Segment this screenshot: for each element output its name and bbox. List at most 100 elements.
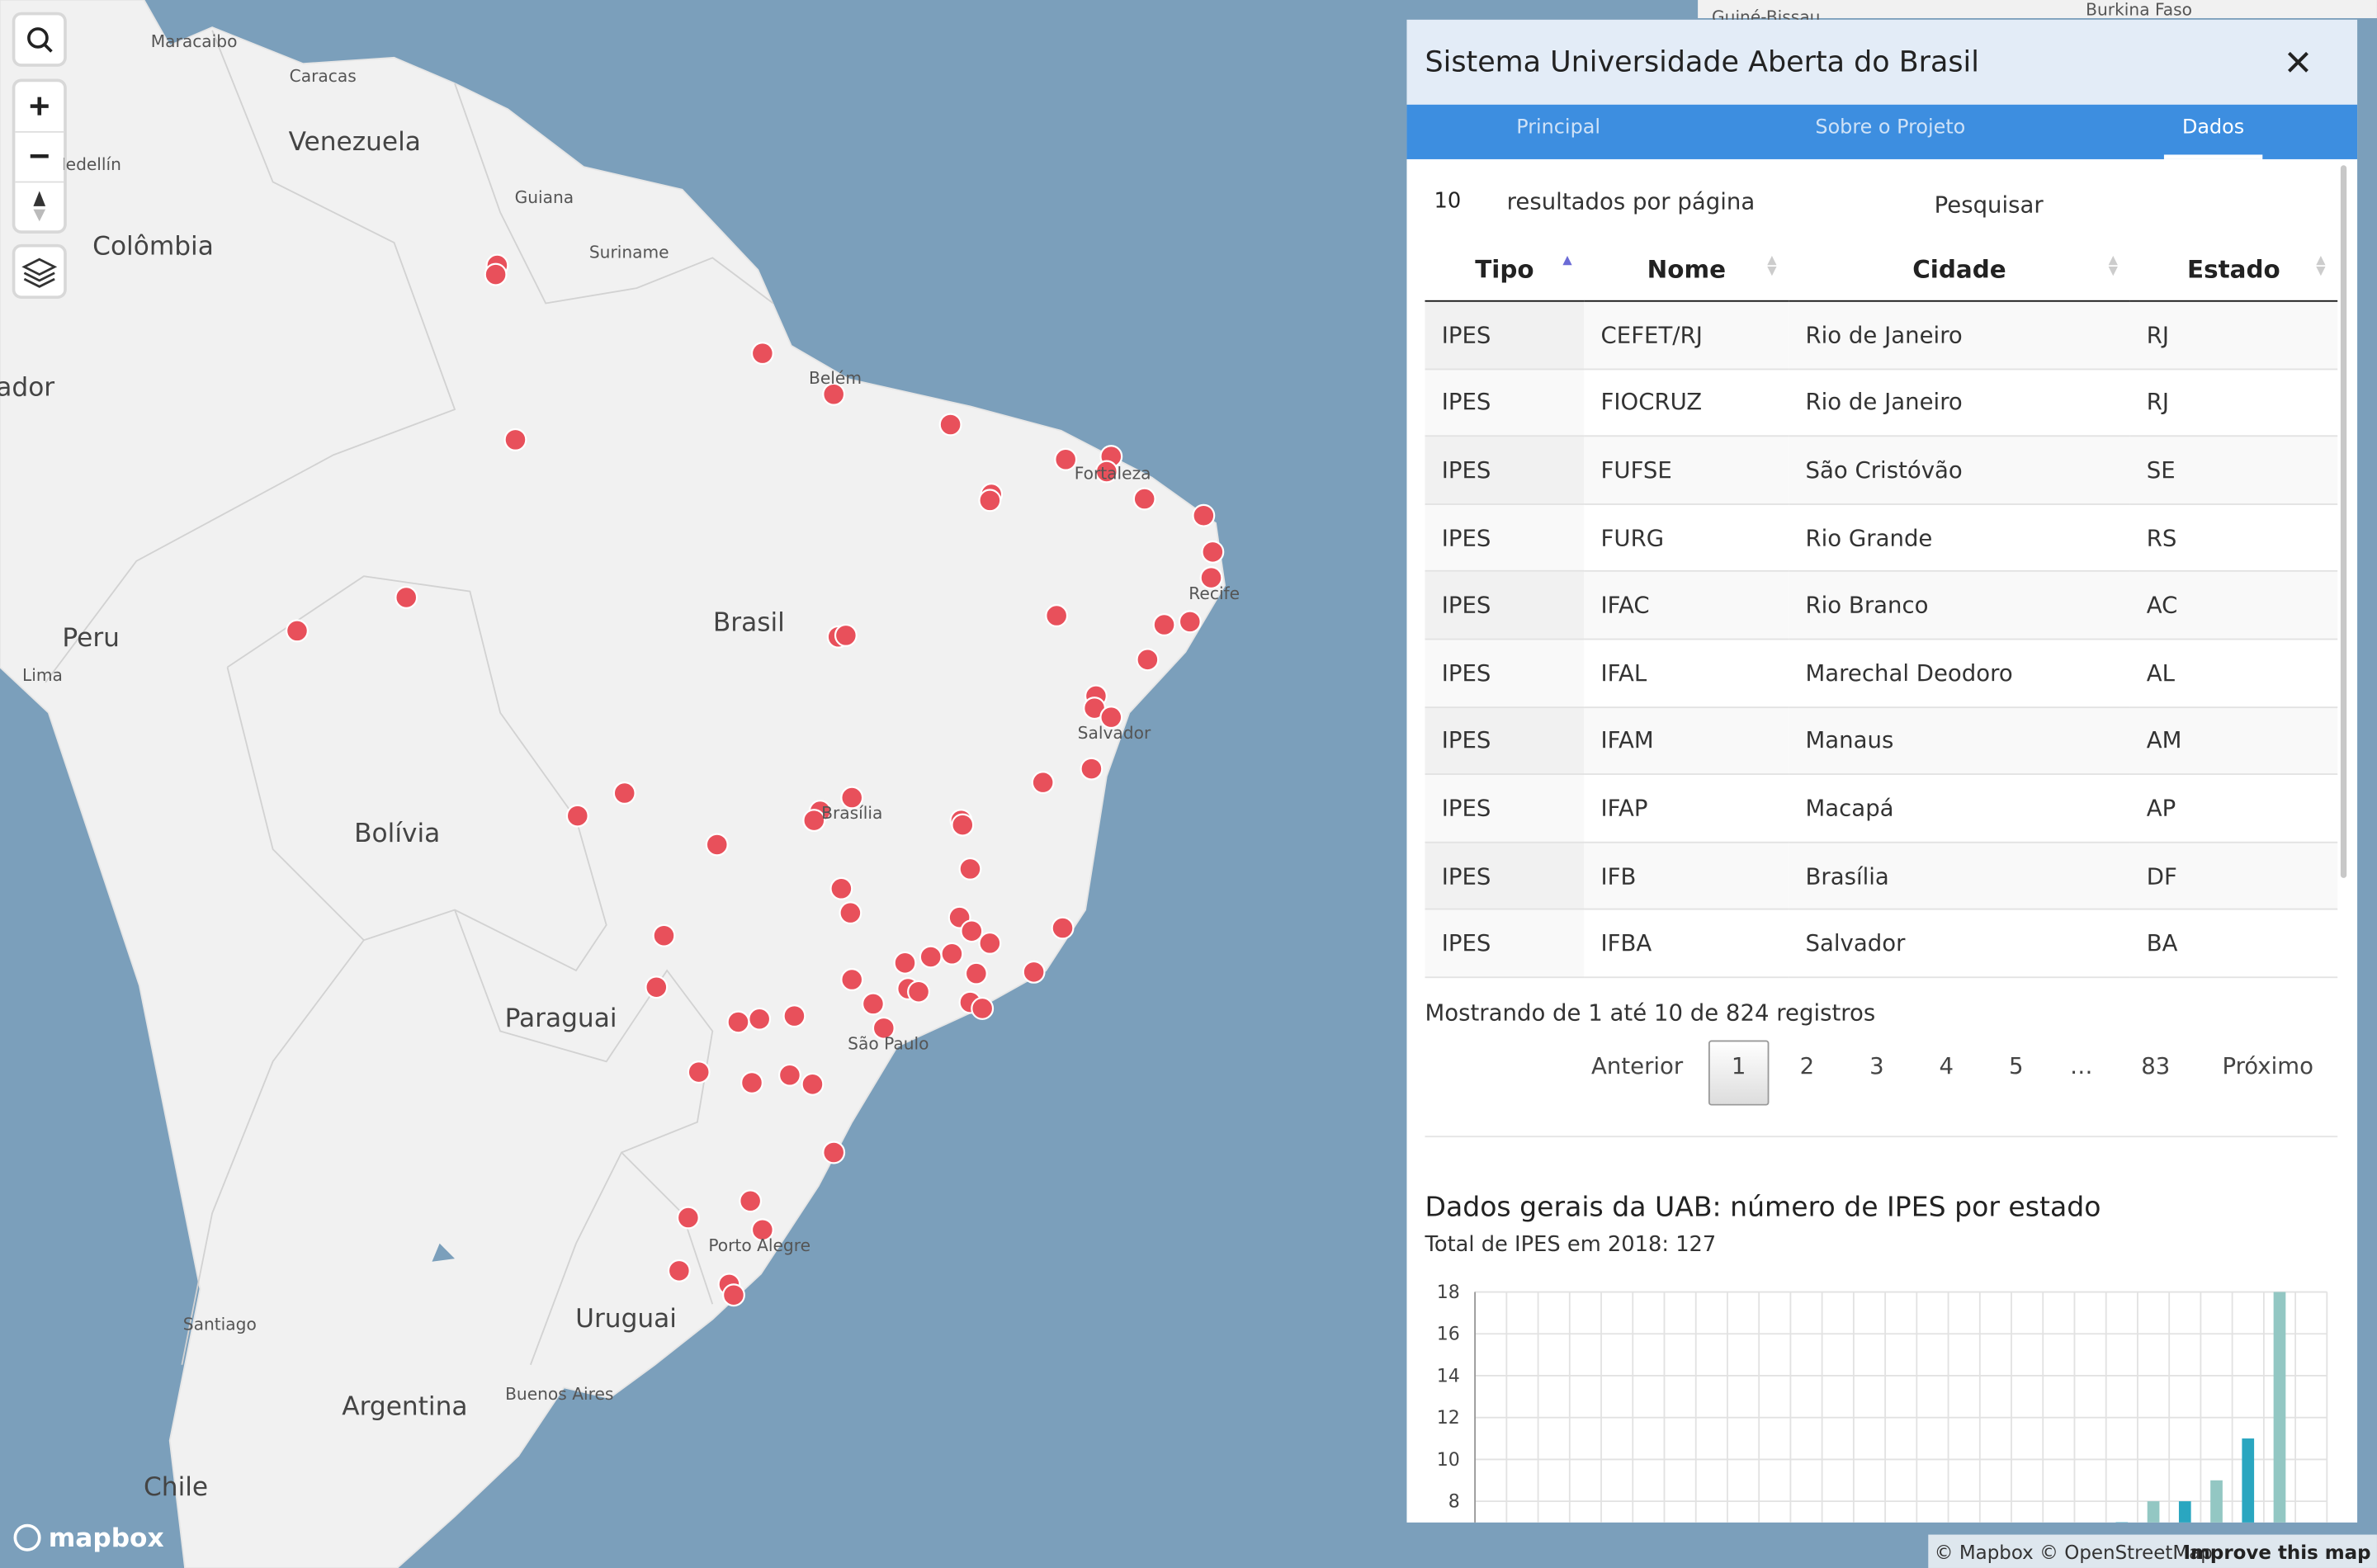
map-marker[interactable] [726, 1010, 750, 1034]
map-marker[interactable] [958, 857, 982, 881]
page-length-label: resultados por página [1506, 187, 1756, 215]
map-marker[interactable] [395, 586, 418, 609]
improve-link[interactable]: Improve this map [2183, 1542, 2370, 1564]
table-cell: IPES [1425, 774, 1585, 843]
map-marker[interactable] [978, 489, 1002, 512]
map-marker[interactable] [1094, 460, 1118, 484]
map-marker[interactable] [978, 931, 1002, 955]
map-marker[interactable] [645, 975, 669, 999]
map-marker[interactable] [1031, 771, 1055, 795]
tab[interactable]: Dados [2163, 105, 2263, 159]
side-panel: Sistema Universidade Aberta do Brasil Pr… [1406, 19, 2358, 1523]
map-label: Suriname [589, 242, 669, 262]
map-marker[interactable] [286, 619, 309, 643]
map-marker[interactable] [722, 1283, 745, 1307]
search-label[interactable]: Pesquisar [1934, 191, 2044, 219]
map-marker[interactable] [1136, 648, 1160, 672]
map-label: Recife [1188, 583, 1240, 603]
map-marker[interactable] [503, 427, 527, 451]
map-marker[interactable] [839, 901, 862, 925]
map-marker[interactable] [1178, 610, 1202, 634]
map-marker[interactable] [1054, 447, 1078, 471]
map-marker[interactable] [1080, 757, 1103, 781]
map-label: Burkina Faso [2086, 0, 2192, 19]
map-marker[interactable] [840, 968, 864, 991]
map-marker[interactable] [687, 1060, 711, 1084]
bar [2273, 1292, 2286, 1523]
page-link[interactable]: 83 [2141, 1052, 2171, 1080]
map-marker[interactable] [822, 1141, 846, 1164]
column-header[interactable]: Estado ▲ ▼ [2129, 236, 2338, 302]
map-marker[interactable] [484, 262, 508, 286]
map-marker[interactable] [777, 1063, 801, 1087]
map-marker[interactable] [750, 1218, 774, 1242]
map-marker[interactable] [1132, 487, 1156, 511]
map-marker[interactable] [705, 833, 729, 857]
table-row: IPES IFAM Manaus AM [1425, 706, 2338, 776]
page-length[interactable]: 10 [1434, 189, 1462, 215]
map-marker[interactable] [964, 961, 988, 985]
map-marker[interactable] [1199, 566, 1223, 590]
map-marker[interactable] [971, 996, 995, 1020]
separator [1425, 1136, 2338, 1138]
page-link[interactable]: Próximo [2222, 1052, 2313, 1080]
map-marker[interactable] [938, 413, 962, 437]
map-marker[interactable] [861, 992, 885, 1016]
map-marker[interactable] [872, 1016, 896, 1040]
page-link[interactable]: 2 [1799, 1052, 1815, 1080]
map-marker[interactable] [748, 1007, 772, 1031]
column-header[interactable]: Nome ▲ ▼ [1584, 236, 1789, 302]
page-link[interactable]: 5 [2009, 1052, 2024, 1080]
map-marker[interactable] [1201, 540, 1225, 564]
column-header[interactable]: Cidade ▲ ▼ [1789, 236, 2130, 302]
zoom-icons[interactable] [15, 82, 64, 230]
map-marker[interactable] [960, 919, 984, 943]
map-marker[interactable] [829, 876, 853, 900]
tab[interactable]: Principal [1516, 116, 1601, 140]
map-label: Brasil [713, 607, 785, 637]
map-marker[interactable] [1022, 960, 1046, 984]
map-marker[interactable] [951, 813, 975, 837]
map-marker[interactable] [822, 382, 846, 406]
map-marker[interactable] [1152, 613, 1176, 637]
map-label: Buenos Aires [505, 1384, 613, 1404]
column-header[interactable]: Tipo ▲ [1425, 236, 1585, 302]
map-marker[interactable] [1192, 503, 1216, 527]
close-button[interactable] [2286, 50, 2310, 74]
map-marker[interactable] [612, 782, 636, 805]
map-marker[interactable] [750, 342, 774, 366]
map-marker[interactable] [940, 942, 964, 966]
map-marker[interactable] [801, 1072, 825, 1096]
search-button[interactable] [15, 15, 64, 64]
page-link[interactable]: 3 [1869, 1052, 1884, 1080]
layers-button[interactable] [15, 247, 64, 296]
page-link[interactable]: 4 [1939, 1052, 1954, 1080]
page-link[interactable]: 1 [1731, 1052, 1746, 1080]
table-cell: Marechal Deodoro [1789, 639, 2130, 708]
table-cell: BA [2129, 909, 2338, 979]
page-link[interactable]: … [2070, 1052, 2093, 1080]
mapbox-logo[interactable]: mapbox [13, 1523, 164, 1553]
map-marker[interactable] [667, 1259, 691, 1282]
table-cell: RJ [2129, 300, 2338, 370]
table-cell: FURG [1584, 503, 1789, 573]
map-marker[interactable] [652, 923, 676, 947]
map-marker[interactable] [565, 804, 589, 828]
map-marker[interactable] [1051, 916, 1075, 940]
map-marker[interactable] [782, 1004, 806, 1028]
map-marker[interactable] [1099, 706, 1123, 730]
tab[interactable]: Sobre o Projeto [1815, 116, 1966, 140]
map-marker[interactable] [840, 786, 864, 810]
map-marker[interactable] [739, 1189, 763, 1213]
page-link[interactable]: Anterior [1591, 1052, 1684, 1080]
map-marker[interactable] [676, 1206, 700, 1230]
map-marker[interactable] [907, 980, 930, 1004]
map-marker[interactable] [919, 945, 943, 969]
map-marker[interactable] [893, 951, 917, 975]
map-marker[interactable] [740, 1071, 763, 1094]
map-marker[interactable] [834, 623, 858, 647]
map-marker[interactable] [1045, 604, 1069, 627]
map-marker[interactable] [802, 809, 826, 833]
panel-title: Sistema Universidade Aberta do Brasil [1425, 45, 1979, 79]
